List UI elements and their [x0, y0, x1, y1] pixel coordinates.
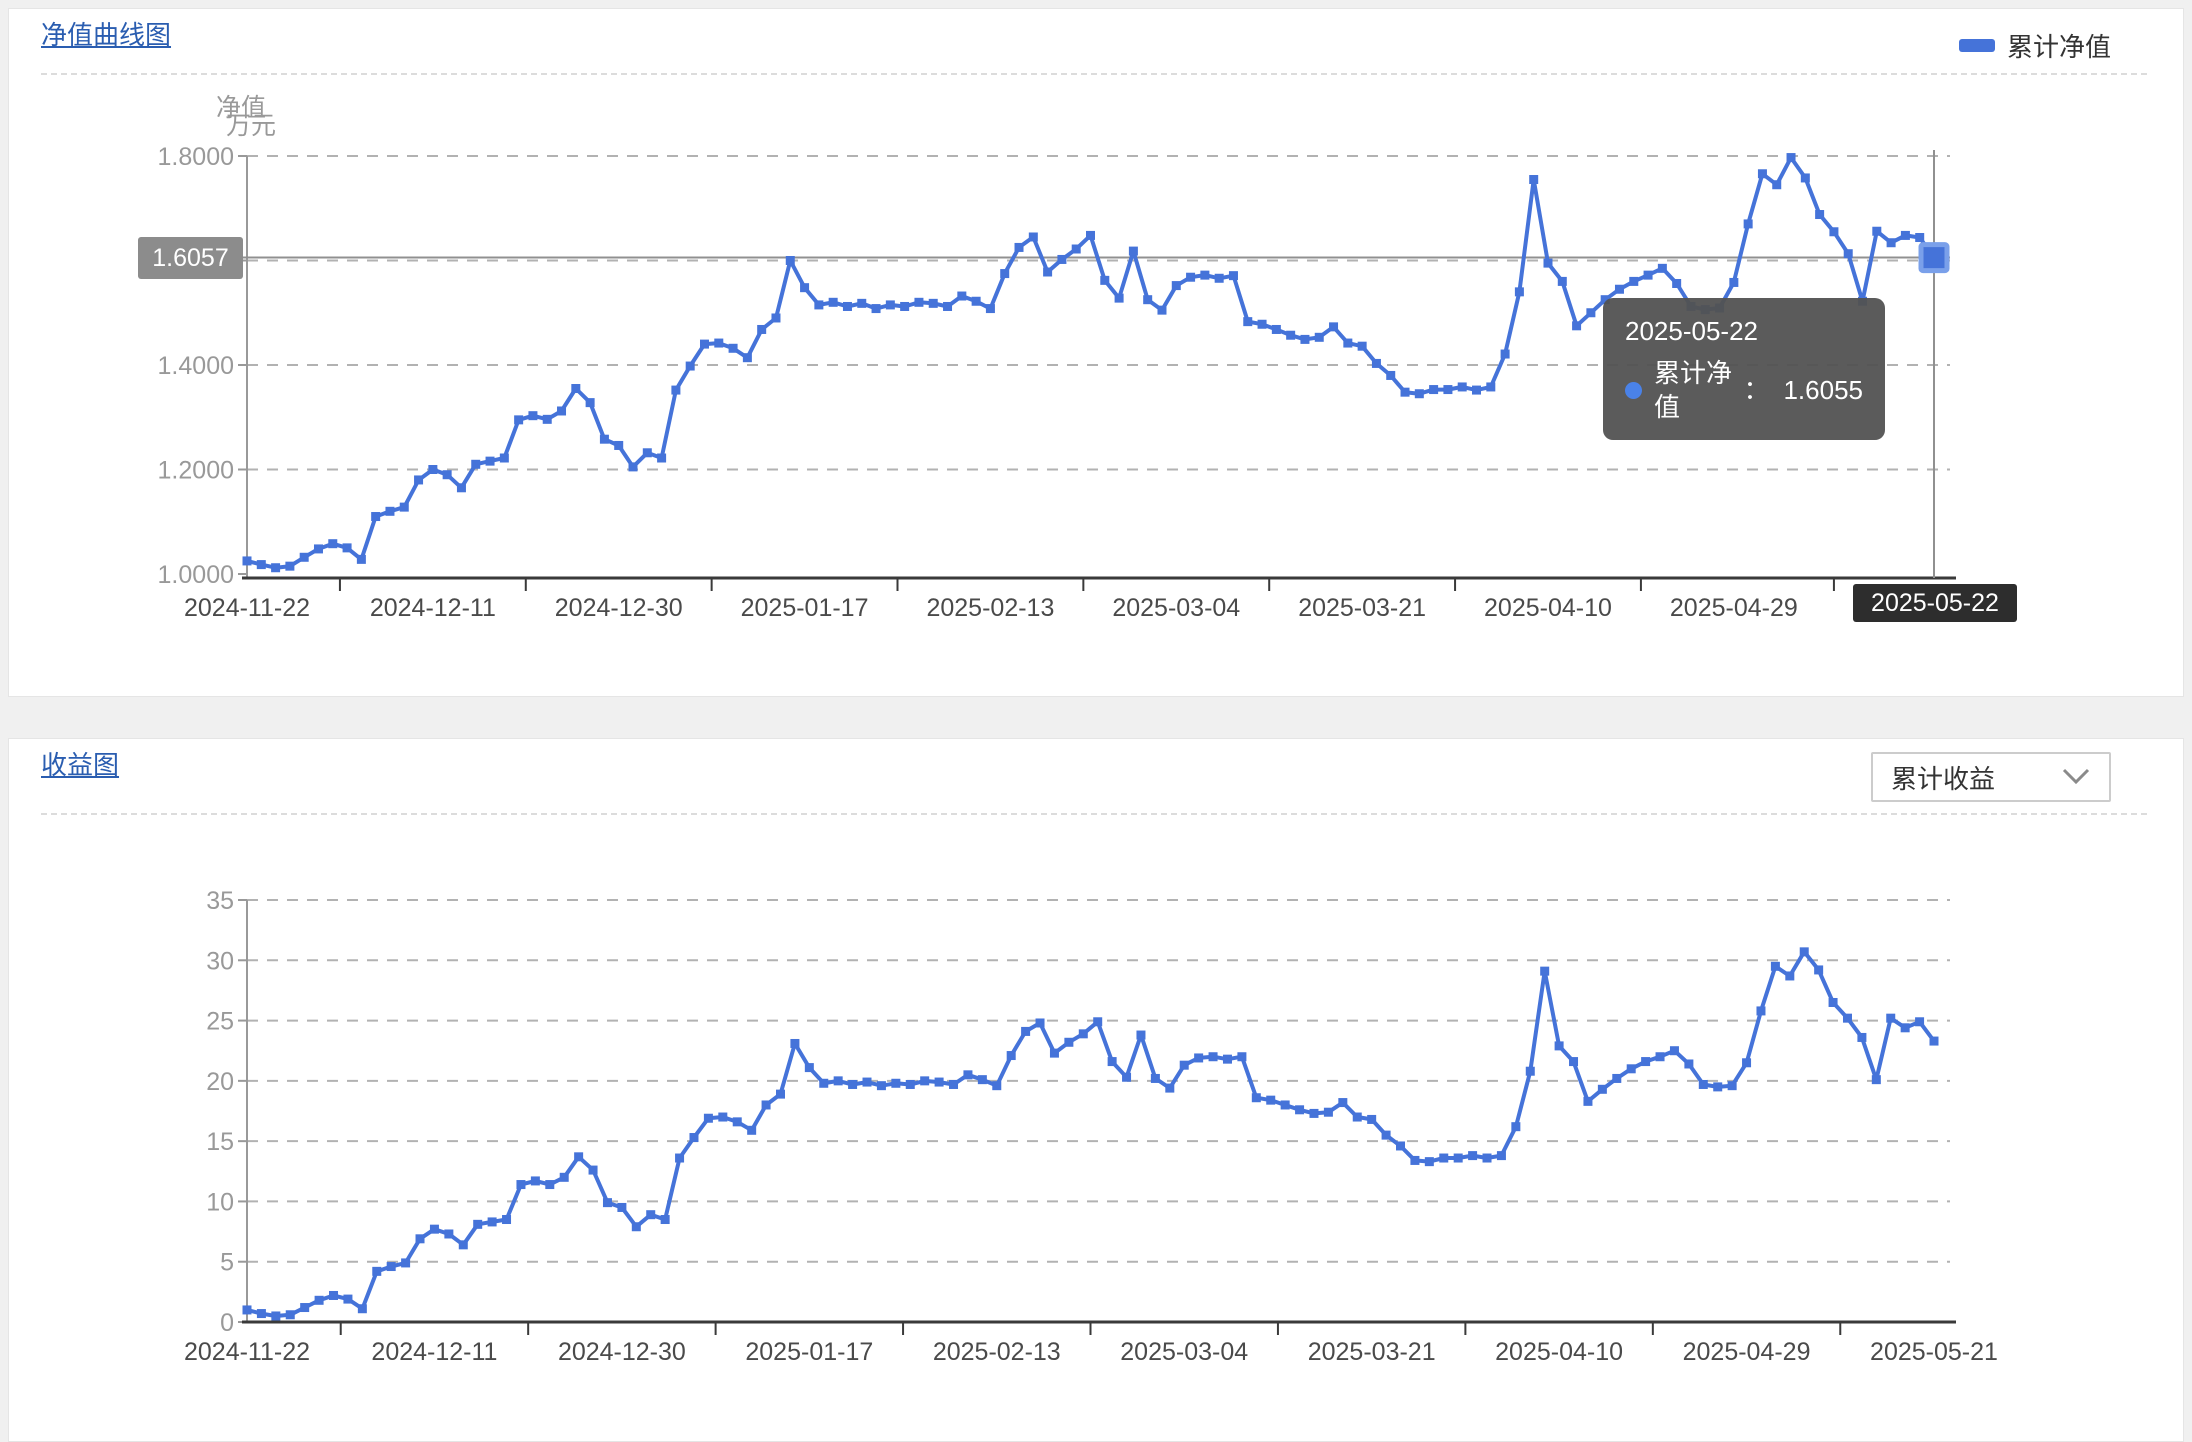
- svg-text:2025-05-21: 2025-05-21: [1870, 1338, 1998, 1366]
- tooltip-value: 1.6055: [1783, 375, 1863, 405]
- svg-text:15: 15: [206, 1128, 234, 1156]
- legend-swatch-icon: [1959, 39, 1995, 52]
- svg-text:2025-04-29: 2025-04-29: [1670, 594, 1798, 622]
- svg-text:2024-11-22: 2024-11-22: [184, 594, 310, 622]
- svg-text:2025-01-17: 2025-01-17: [745, 1338, 873, 1366]
- svg-text:5: 5: [220, 1249, 234, 1277]
- svg-text:2025-03-04: 2025-03-04: [1120, 1338, 1248, 1366]
- svg-text:2025-03-04: 2025-03-04: [1112, 594, 1240, 622]
- netvalue-y-axis-title: 净值: [215, 94, 266, 122]
- svg-text:1.4000: 1.4000: [158, 352, 234, 380]
- svg-text:30: 30: [206, 947, 234, 975]
- profit-type-selected-value: 累计收益: [1891, 763, 1996, 794]
- svg-text:0: 0: [220, 1309, 234, 1337]
- chevron-down-icon: [2062, 768, 2090, 785]
- legend-cumulative-netvalue[interactable]: 累计净值: [1959, 27, 2111, 64]
- tooltip-series-label: 累计净值: [1654, 358, 1733, 422]
- svg-text:10: 10: [206, 1188, 234, 1216]
- svg-text:2025-02-13: 2025-02-13: [926, 594, 1054, 622]
- svg-text:2024-12-30: 2024-12-30: [558, 1338, 686, 1366]
- netvalue-chart[interactable]: 1.0000 1.2000 1.4000 1.8000 2024-11-22 2024-1…: [0, 0, 2192, 720]
- chart-tooltip: 2025-05-22 累计净值 ： 1.6055: [1603, 298, 1885, 440]
- svg-text:2025-04-29: 2025-04-29: [1683, 1338, 1811, 1366]
- svg-text:1.2000: 1.2000: [158, 457, 234, 485]
- divider: [41, 813, 2147, 815]
- svg-text:1.0000: 1.0000: [158, 561, 234, 589]
- tooltip-date: 2025-05-22: [1625, 316, 1758, 346]
- svg-text:2024-12-11: 2024-12-11: [371, 1338, 497, 1366]
- axis-pointer-date-label: 2025-05-22: [1853, 584, 2017, 622]
- svg-text:2025-04-10: 2025-04-10: [1484, 594, 1612, 622]
- svg-text:2024-12-11: 2024-12-11: [370, 594, 496, 622]
- tooltip-colon: ：: [1743, 375, 1770, 405]
- axis-pointer-value-label: 1.6057: [138, 237, 243, 279]
- svg-text:35: 35: [206, 887, 234, 915]
- profit-chart-title-link[interactable]: 收益图: [41, 750, 120, 780]
- profit-type-select[interactable]: 累计收益: [1871, 752, 2111, 802]
- svg-text:25: 25: [206, 1008, 234, 1036]
- svg-text:2024-12-30: 2024-12-30: [555, 594, 683, 622]
- series-dot-icon: [1625, 381, 1642, 399]
- legend-label: 累计净值: [2007, 32, 2112, 62]
- profit-panel: 收益图 累计收益: [8, 738, 2184, 1442]
- netvalue-chart-title-link[interactable]: 净值曲线图: [41, 20, 172, 50]
- svg-text:2025-03-21: 2025-03-21: [1308, 1338, 1436, 1366]
- svg-text:2025-03-21: 2025-03-21: [1298, 594, 1426, 622]
- svg-text:2025-04-10: 2025-04-10: [1495, 1338, 1623, 1366]
- svg-text:2024-11-22: 2024-11-22: [184, 1338, 310, 1366]
- svg-text:2025-01-17: 2025-01-17: [741, 594, 869, 622]
- profit-y-axis-title: 万元: [225, 112, 276, 140]
- svg-text:2025-02-13: 2025-02-13: [933, 1338, 1061, 1366]
- divider: [41, 73, 2147, 75]
- svg-text:1.8000: 1.8000: [158, 143, 234, 171]
- svg-text:20: 20: [206, 1068, 234, 1096]
